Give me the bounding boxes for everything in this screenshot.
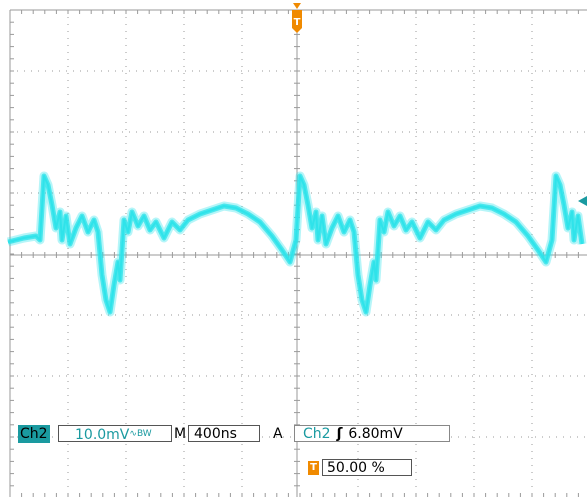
channel-label[interactable]: Ch2 [18, 425, 50, 443]
graticule [9, 9, 587, 497]
vertical-scale-box[interactable]: 10.0mV∿BW [58, 425, 172, 443]
trigger-position-marker-icon[interactable] [292, 10, 302, 33]
waveform-core [7, 175, 583, 313]
vertical-scale-value: 10.0mV [75, 427, 130, 443]
timebase-value[interactable]: 400ns [188, 425, 260, 442]
waveform-trace [6, 171, 587, 317]
horizontal-position-value[interactable]: 50.00 % [322, 459, 412, 476]
trigger-level: 6.80mV [348, 426, 403, 442]
rising-edge-icon: ʃ [336, 426, 343, 442]
trigger-readout[interactable]: Ch2 ʃ 6.80mV [294, 425, 450, 442]
horizontal-position-icon: T [308, 461, 319, 475]
marker-layer: T [292, 3, 587, 206]
trigger-mode: A [273, 426, 283, 442]
bandwidth-limit-icon: ∿BW [129, 429, 152, 439]
trigger-source: Ch2 [303, 426, 331, 442]
trigger-marker-glyph: T [294, 17, 301, 28]
trigger-point-arrow-icon [293, 3, 301, 9]
timebase-prefix: M [174, 426, 187, 442]
